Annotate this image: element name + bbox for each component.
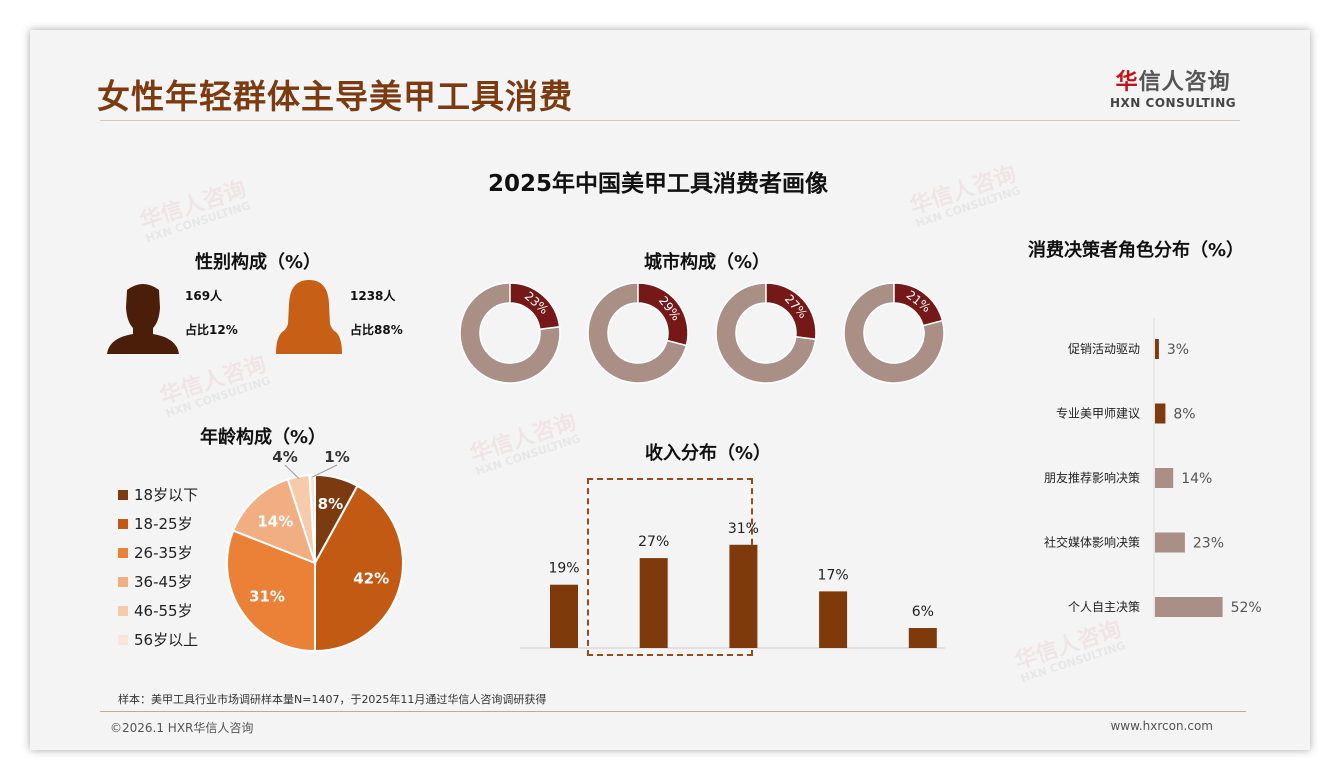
legend-swatch <box>118 547 128 558</box>
pie-slice <box>226 529 316 653</box>
pie-label: 1% <box>324 448 349 466</box>
bar-value: 17% <box>818 567 849 583</box>
income-bar-chart: 19%低于3万元27%3-5万元31%5-8万元17%8-12万元6%12万元以… <box>520 521 945 649</box>
income-bar <box>550 584 578 648</box>
bar-value: 31% <box>728 521 759 537</box>
income-bar <box>729 544 758 648</box>
bar-value: 6% <box>912 604 934 620</box>
bar-value: 8% <box>1173 407 1195 423</box>
decision-bar <box>1155 597 1223 617</box>
decision-title: 消费决策者角色分布（%） <box>1027 240 1245 261</box>
city-donuts: 23%一线：23%29%新一线：29%27%二线：27%21%三线及以下：21% <box>459 282 945 384</box>
decision-bar <box>1155 532 1185 553</box>
decision-bar <box>1155 339 1159 359</box>
bar-value: 27% <box>638 534 669 550</box>
category-label: 促销活动驱动 <box>1068 342 1140 356</box>
pie-label: 42% <box>353 569 389 587</box>
sample-note: 样本：美甲工具行业市场调研样本量N=1407，于2025年11月通过华信人咨询调… <box>118 693 547 706</box>
pie-label: 4% <box>272 448 297 466</box>
bar-value: 52% <box>1231 600 1262 616</box>
income-title: 收入分布（%） <box>644 443 772 464</box>
category-label: 朋友推荐影响决策 <box>1044 470 1140 485</box>
female-icon <box>276 280 342 354</box>
legend-swatch <box>118 518 128 529</box>
slide: 女性年轻群体主导美甲工具消费 华信人咨询 HXN CONSULTING 华信人咨… <box>30 30 1310 750</box>
pie-label: 14% <box>257 513 293 531</box>
watermark: 华信人咨询 HXN CONSULTING <box>1011 616 1127 686</box>
legend-item: 36-45岁 <box>118 567 198 596</box>
logo: 华信人咨询 HXN CONSULTING <box>1110 70 1237 110</box>
pie-slice <box>308 473 316 564</box>
decision-bar <box>1155 403 1166 424</box>
donut-rest <box>459 282 561 384</box>
legend-item: 46-55岁 <box>118 596 198 625</box>
legend-item: 18-25岁 <box>118 509 198 538</box>
legend-item: 26-35岁 <box>118 538 198 567</box>
legend-swatch <box>118 605 128 616</box>
legend-swatch <box>118 634 128 645</box>
donut-segment <box>637 282 689 347</box>
subtitle: 2025年中国美甲工具消费者画像 <box>487 171 828 197</box>
bar-value: 3% <box>1167 342 1189 358</box>
age-legend: 18岁以下 18-25岁 26-35岁 36-45岁 46-55岁 56岁以上 <box>118 480 198 654</box>
category-label: 个人自主决策 <box>1068 600 1140 614</box>
age-pie: 8% 42% 31% 14% 4% 1% <box>226 448 404 653</box>
footer-divider <box>100 711 1246 712</box>
donut-segment <box>765 282 817 341</box>
legend-label: 46-55岁 <box>134 602 193 620</box>
donut-segment <box>893 282 944 327</box>
gender-title: 性别构成（%） <box>194 252 322 273</box>
pie-label: 8% <box>318 495 343 513</box>
income-bar <box>908 628 937 648</box>
bar-value: 19% <box>548 561 579 577</box>
legend-label: 18-25岁 <box>134 515 193 533</box>
income-bar <box>819 591 848 648</box>
legend-label: 26-35岁 <box>134 544 193 562</box>
legend-swatch <box>118 489 128 500</box>
pie-leader-line <box>312 464 338 478</box>
age-title: 年龄构成（%） <box>199 427 327 448</box>
female-count: 1238人 <box>350 289 396 303</box>
male-share: 占比12% <box>185 323 238 337</box>
website-url: www.hxrcon.com <box>1110 719 1213 733</box>
male-count: 169人 <box>185 289 223 303</box>
watermark: 华信人咨询 HXN CONSULTING <box>156 351 272 421</box>
pie-slice <box>314 484 404 653</box>
legend-item: 56岁以上 <box>118 625 198 654</box>
pie-leader-line <box>284 464 300 479</box>
bar-value: 14% <box>1181 471 1212 487</box>
donut-rest <box>843 282 945 384</box>
city-title: 城市构成（%） <box>643 252 771 273</box>
donut-segment <box>509 282 561 331</box>
decision-bar-chart: 促销活动驱动 3% 专业美甲师建议 8% 朋友推荐影响决策 14% 社交媒体影响决策 23% 个… <box>1044 318 1262 618</box>
decision-bar <box>1155 468 1174 488</box>
legend-swatch <box>118 576 128 587</box>
male-icon <box>107 284 179 354</box>
copyright: ©2026.1 HXR华信人咨询 <box>110 721 254 735</box>
category-label: 专业美甲师建议 <box>1056 406 1140 421</box>
legend-item: 18岁以下 <box>118 480 198 509</box>
page-title: 女性年轻群体主导美甲工具消费 <box>97 77 573 116</box>
category-label: 社交媒体影响决策 <box>1044 535 1140 550</box>
donut-rest <box>587 282 688 384</box>
income-bar <box>639 558 668 648</box>
legend-label: 36-45岁 <box>134 573 193 591</box>
pie-label: 31% <box>249 588 285 606</box>
header-divider <box>100 120 1240 121</box>
female-share: 占比88% <box>350 323 403 337</box>
watermark: 华信人咨询 HXN CONSULTING <box>466 409 582 479</box>
bar-value: 23% <box>1193 536 1224 552</box>
donut-rest <box>715 282 817 384</box>
legend-label: 56岁以上 <box>134 631 199 649</box>
legend-label: 18岁以下 <box>134 486 199 504</box>
